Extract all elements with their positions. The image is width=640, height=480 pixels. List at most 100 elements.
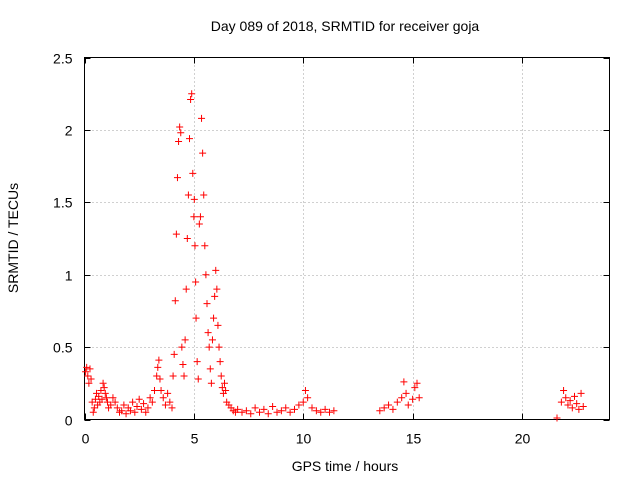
data-point: [299, 398, 307, 406]
data-point: [317, 408, 325, 416]
y-tick-label: 0.5: [53, 340, 73, 356]
data-point: [155, 356, 163, 364]
data-point: [579, 402, 587, 410]
data-point: [295, 401, 303, 409]
data-point: [411, 384, 419, 392]
data-point: [195, 220, 203, 228]
x-tick-label: 0: [82, 431, 90, 447]
data-point: [207, 379, 215, 387]
x-tick-label: 5: [191, 431, 199, 447]
y-axis-label: SRMTID / TECUs: [5, 183, 21, 293]
data-point: [107, 401, 115, 409]
data-point: [84, 372, 92, 380]
data-point: [87, 375, 95, 383]
data-point: [393, 398, 401, 406]
data-point: [222, 387, 230, 395]
data-point: [82, 368, 90, 376]
data-points: [82, 90, 587, 422]
data-point: [183, 235, 191, 242]
data-point: [211, 292, 219, 300]
data-point: [113, 404, 121, 412]
data-point: [135, 395, 143, 403]
data-point: [97, 387, 105, 395]
data-point: [159, 394, 167, 402]
data-point: [400, 378, 408, 386]
data-point: [251, 404, 259, 412]
data-point: [256, 408, 263, 416]
data-point: [286, 408, 294, 416]
data-point: [172, 230, 180, 238]
data-point: [83, 363, 91, 371]
data-point: [415, 394, 423, 402]
data-point: [194, 375, 202, 383]
data-point: [398, 394, 406, 402]
data-point: [161, 401, 169, 409]
data-point: [553, 414, 561, 422]
data-point: [217, 372, 225, 380]
data-point: [188, 90, 196, 98]
chart-title: Day 089 of 2018, SRMTID for receiver goj…: [211, 18, 480, 34]
data-point: [154, 363, 162, 371]
data-point: [178, 343, 186, 351]
data-point: [215, 343, 223, 351]
data-point: [177, 129, 185, 137]
data-point: [164, 389, 172, 397]
data-point: [282, 404, 290, 412]
data-point: [184, 191, 192, 199]
data-point: [568, 404, 576, 412]
data-point: [205, 343, 213, 351]
data-point: [321, 405, 329, 413]
data-point: [203, 300, 211, 308]
data-point: [166, 398, 174, 406]
data-point: [213, 285, 221, 293]
data-point: [133, 402, 141, 410]
data-point: [330, 407, 338, 415]
data-point: [204, 329, 212, 337]
data-point: [260, 405, 268, 413]
data-point: [91, 395, 99, 403]
data-point: [404, 401, 412, 409]
data-point: [201, 242, 209, 250]
data-point: [88, 398, 96, 406]
data-point: [90, 404, 98, 412]
data-point: [126, 407, 134, 415]
data-point: [234, 405, 242, 413]
data-point: [210, 314, 218, 322]
y-tick-label: 2: [65, 123, 73, 139]
data-point: [238, 408, 246, 416]
data-point: [171, 297, 179, 305]
data-point: [196, 213, 204, 221]
data-point: [186, 135, 193, 143]
data-point: [308, 404, 316, 412]
data-point: [208, 336, 216, 344]
data-point: [216, 358, 224, 366]
data-point: [170, 350, 178, 358]
data-point: [199, 149, 207, 157]
data-point: [176, 123, 184, 131]
data-point: [156, 375, 164, 383]
data-point: [169, 372, 177, 380]
data-point: [129, 398, 137, 406]
data-point: [277, 407, 285, 415]
data-point: [144, 404, 152, 412]
data-point: [389, 405, 397, 413]
y-tick-label: 1.5: [53, 195, 73, 211]
data-point: [191, 242, 199, 250]
data-point: [560, 387, 568, 395]
data-point: [273, 408, 281, 416]
data-point: [153, 372, 161, 380]
data-point: [99, 379, 107, 387]
data-point: [304, 394, 312, 402]
y-tick-label: 0: [65, 413, 73, 429]
data-point: [175, 137, 183, 145]
data-point: [221, 379, 228, 387]
x-tick-label: 10: [296, 431, 312, 447]
data-point: [180, 372, 188, 380]
data-point: [179, 360, 187, 368]
data-point: [131, 408, 139, 416]
x-tick-label: 20: [515, 431, 531, 447]
data-point: [413, 379, 421, 387]
data-point: [148, 398, 156, 406]
data-point: [571, 392, 578, 400]
plot-frame: [84, 57, 610, 420]
